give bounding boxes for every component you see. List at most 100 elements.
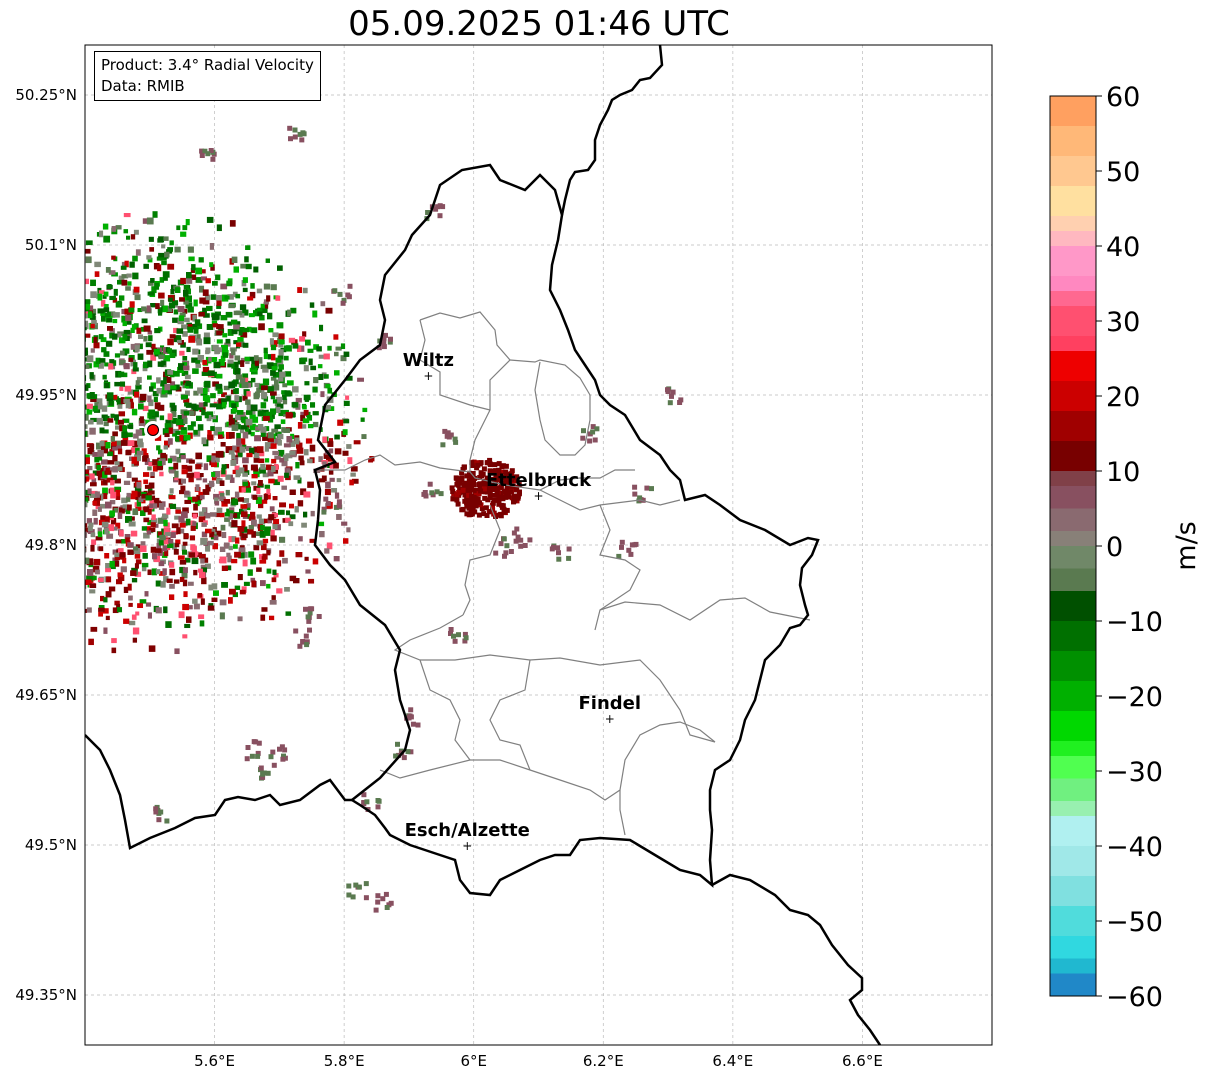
echo-pixel [259, 559, 267, 564]
echo-pixel [121, 372, 128, 378]
echo-pixel [511, 530, 517, 536]
echo-pixel [50, 321, 55, 327]
echo-pixel [66, 495, 71, 500]
echo-pixel [362, 407, 368, 413]
echo-pixel [112, 297, 118, 303]
echo-pixel [131, 477, 138, 482]
echo-pixel [107, 451, 113, 457]
echo-pixel [9, 506, 16, 512]
echo-pixel [163, 527, 170, 534]
echo-pixel [36, 415, 41, 420]
radar-site [144, 421, 163, 439]
echo-pixel [1, 377, 7, 383]
echo-pixel [72, 476, 77, 480]
echo-pixel [260, 402, 267, 409]
echo-pixel [490, 476, 496, 482]
echo-pixel [85, 364, 90, 369]
echo-pixel [158, 252, 165, 258]
echo-pixel [216, 403, 223, 410]
echo-pixel [173, 309, 179, 315]
echo-pixel [102, 608, 109, 614]
echo-pixel [463, 480, 469, 486]
canton-line [470, 721, 716, 801]
echo-pixel [212, 543, 219, 550]
echo-pixel [484, 513, 490, 518]
echo-pixel [345, 395, 350, 400]
echo-pixel [69, 526, 74, 531]
echo-pixel [120, 440, 128, 446]
echo-pixel [106, 576, 112, 583]
echo-pixel [193, 390, 199, 396]
echo-pixel [229, 353, 234, 359]
echo-pixel [313, 468, 321, 474]
echo-pixel [105, 591, 112, 598]
echo-pixel [183, 434, 191, 441]
echo-pixel [114, 486, 122, 493]
echo-pixel [152, 391, 159, 397]
echo-pixel [230, 513, 238, 518]
echo-pixel [246, 452, 253, 458]
echo-pixel [58, 326, 63, 330]
echo-pixel [73, 571, 79, 577]
echo-pixel [22, 518, 27, 524]
echo-pixel [448, 432, 454, 438]
echo-pixel [228, 381, 236, 389]
echo-pixel [236, 342, 242, 347]
echo-pixel [196, 277, 202, 283]
echo-pixel [169, 352, 176, 359]
echo-pixel [66, 322, 70, 327]
echo-pixel [26, 470, 30, 476]
echo-pixel [199, 571, 206, 579]
echo-pixel [259, 530, 266, 538]
echo-pixel [257, 451, 265, 457]
echo-pixel [242, 464, 248, 472]
echo-pixel [74, 344, 79, 348]
echo-pixel [466, 492, 472, 498]
echo-pixel [214, 501, 220, 506]
echo-pixel [322, 436, 328, 443]
echo-pixel [111, 638, 117, 644]
echo-pixel [48, 423, 55, 427]
echo-pixel [105, 340, 113, 347]
echo-pixel [78, 451, 83, 457]
echo-pixel [225, 338, 231, 344]
echo-pixel [75, 582, 80, 588]
echo-pixel [57, 410, 61, 417]
echo-pixel [343, 351, 350, 357]
echo-pixel [332, 288, 338, 294]
echo-pixel [48, 432, 54, 438]
echo-pixel [182, 634, 188, 639]
echo-pixel [242, 342, 249, 348]
echo-pixel [97, 506, 102, 512]
echo-pixel [451, 633, 456, 639]
echo-pixel [259, 315, 265, 321]
echo-pixel [277, 475, 284, 482]
echo-pixel [427, 481, 433, 487]
echo-pixel [108, 400, 114, 406]
echo-pixel [53, 431, 60, 437]
echo-pixel [87, 569, 94, 576]
echo-pixel [244, 256, 249, 263]
echo-pixel [500, 463, 506, 469]
echo-pixel [455, 501, 461, 507]
echo-pixel [454, 475, 460, 481]
echo-pixel [263, 283, 271, 290]
echo-pixel [220, 355, 226, 362]
echo-pixel [320, 391, 325, 398]
echo-pixel [255, 531, 262, 537]
echo-pixel [517, 489, 522, 495]
echo-pixel [182, 308, 188, 314]
echo-pixel [4, 390, 10, 395]
echo-pixel [117, 466, 123, 472]
echo-pixel [281, 753, 286, 759]
echo-pixel [169, 455, 177, 462]
echo-pixel [100, 299, 106, 307]
echo-pixel [38, 556, 42, 563]
echo-pixel [483, 505, 489, 511]
echo-pixel [52, 465, 59, 470]
echo-pixel [104, 415, 110, 421]
echo-pixel [0, 458, 4, 465]
echo-pixel [63, 335, 68, 340]
echo-pixel [42, 354, 47, 359]
canton-line [393, 614, 531, 661]
